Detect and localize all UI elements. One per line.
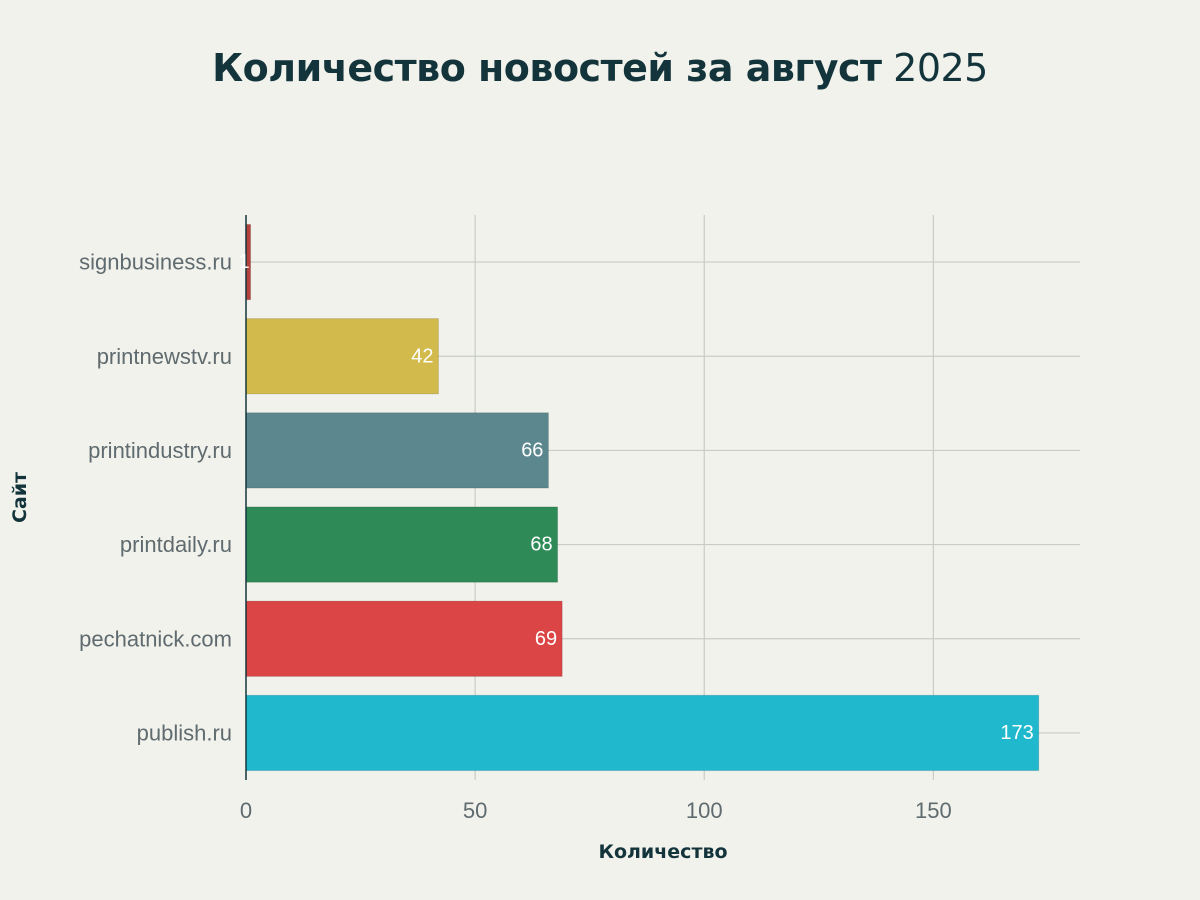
y-tick-label-printindustry-ru: printindustry.ru (88, 438, 232, 463)
bars (245, 223, 1040, 772)
data-label-pechatnick-com: 69 (535, 628, 557, 650)
y-tick-label-printnewstv-ru: printnewstv.ru (97, 344, 232, 369)
data-label-printdaily-ru: 68 (530, 534, 552, 556)
x-tick-label-100: 100 (686, 798, 723, 823)
y-tick-label-pechatnick-com: pechatnick.com (79, 626, 232, 651)
x-tick-label-0: 0 (240, 798, 252, 823)
bar-printnewstv-ru (245, 318, 439, 395)
y-tick-labels: publish.ru pechatnick.com printdaily.ru pri… (79, 250, 232, 746)
data-label-printindustry-ru: 66 (521, 439, 543, 461)
bar-printindustry-ru (245, 412, 549, 489)
bar-printdaily-ru (245, 506, 559, 583)
data-label-printnewstv-ru: 42 (411, 345, 433, 367)
y-tick-label-signbusiness-ru: signbusiness.ru (79, 250, 232, 275)
data-labels: 173 69 68 66 42 1 (238, 251, 1033, 744)
chart-title-main: Количество новостей за август (212, 46, 882, 90)
data-label-publish-ru: 173 (1000, 722, 1033, 744)
x-tick-label-50: 50 (463, 798, 487, 823)
x-axis-title: Количество (598, 841, 727, 863)
bar-pechatnick-com (245, 600, 563, 677)
y-axis-title: Сайт (9, 472, 31, 523)
data-label-signbusiness-ru: 1 (238, 251, 249, 273)
bar-publish-ru (245, 694, 1040, 772)
x-tick-labels: 0 50 100 150 (240, 798, 952, 823)
y-tick-label-printdaily-ru: printdaily.ru (120, 532, 232, 557)
x-tick-label-150: 150 (915, 798, 952, 823)
chart-title-year: 2025 (893, 46, 988, 90)
chart-title: Количество новостей за август 2025 (0, 46, 1200, 90)
y-tick-label-publish-ru: publish.ru (137, 720, 232, 745)
